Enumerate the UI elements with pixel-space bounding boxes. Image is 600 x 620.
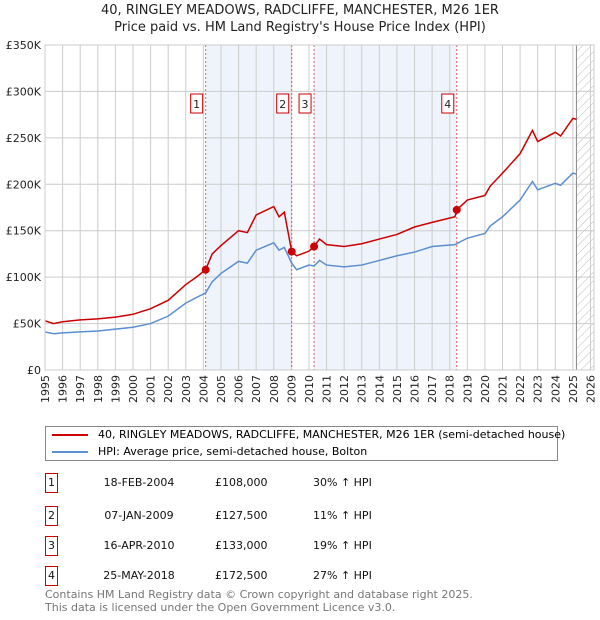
x-tick-label: 2016 [409, 375, 422, 403]
y-tick-label: £200K [6, 178, 42, 191]
sale-label-text: 3 [302, 98, 309, 111]
x-tick-label: 2000 [127, 375, 140, 403]
sale-date: 16-APR-2010 [103, 539, 175, 552]
sale-label-4: 4 [441, 93, 455, 114]
legend: 40, RINGLEY MEADOWS, RADCLIFFE, MANCHEST… [45, 426, 565, 461]
footer-copyright: Contains HM Land Registry data © Crown c… [45, 588, 473, 601]
x-tick-label: 2021 [497, 375, 510, 403]
legend-item-hpi: HPI: Average price, semi-detached house,… [52, 444, 367, 460]
y-tick-label: £50K [13, 318, 42, 331]
sale-number-badge: 4 [45, 566, 58, 586]
sale-hpi-change: 19% ↑ HPI [313, 539, 372, 552]
x-tick-label: 2008 [268, 375, 281, 403]
x-tick-label: 2012 [338, 375, 351, 403]
x-tick-label: 2001 [145, 375, 158, 403]
price-chart: 1995 1996 1997 1998 1999 2000 2001 2002 2003 2004… [6, 39, 598, 403]
x-tick-label: 2006 [233, 375, 246, 403]
sale-point [201, 265, 210, 274]
sale-label-box [298, 93, 312, 114]
sale-label-3: 3 [298, 93, 312, 114]
x-tick-label: 1995 [39, 375, 52, 403]
x-tick-label: 2002 [162, 375, 175, 403]
sale-date: 18-FEB-2004 [103, 476, 175, 489]
sale-label-text: 4 [444, 98, 451, 111]
y-tick-label: £300K [6, 85, 42, 98]
legend-swatch-property [52, 434, 88, 436]
y-tick-label: £100K [6, 271, 42, 284]
x-tick-label: 2011 [321, 375, 334, 403]
legend-label-property: 40, RINGLEY MEADOWS, RADCLIFFE, MANCHEST… [98, 428, 566, 441]
sale-point [310, 242, 319, 251]
sale-point [287, 247, 296, 256]
sale-label-text: 2 [279, 98, 286, 111]
y-tick-label: £0 [27, 364, 41, 377]
sale-hpi-change: 27% ↑ HPI [313, 569, 372, 582]
sale-date: 07-JAN-2009 [104, 509, 174, 522]
sale-label-2: 2 [276, 93, 290, 114]
x-tick-label: 1998 [92, 375, 105, 403]
x-tick-label: 2013 [356, 375, 369, 403]
sale-label-box [276, 93, 290, 114]
x-tick-label: 2019 [461, 375, 474, 403]
sale-number-badge: 2 [45, 506, 58, 526]
x-tick-label: 2004 [197, 375, 210, 403]
sale-label-box [441, 93, 455, 114]
x-tick-label: 2005 [215, 375, 228, 403]
sale-price: £133,000 [215, 539, 268, 552]
x-tick-label: 2010 [303, 375, 316, 403]
y-tick-label: £250K [6, 132, 42, 145]
hpi-line [44, 172, 577, 335]
sale-price: £108,000 [215, 476, 268, 489]
sale-row: 1 18-FEB-2004 £108,000 30% ↑ HPI [45, 473, 545, 493]
x-tick-label: 2015 [391, 375, 404, 403]
sale-price: £172,500 [215, 569, 268, 582]
sale-row: 3 16-APR-2010 £133,000 19% ↑ HPI [45, 536, 545, 556]
legend-label-hpi: HPI: Average price, semi-detached house,… [98, 445, 368, 458]
chart-title: 40, RINGLEY MEADOWS, RADCLIFFE, MANCHEST… [101, 3, 499, 18]
sale-label-text: 1 [193, 98, 200, 111]
legend-item-property: 40, RINGLEY MEADOWS, RADCLIFFE, MANCHEST… [52, 427, 565, 443]
sale-point [452, 205, 461, 214]
sale-number-badge: 3 [45, 536, 58, 556]
x-tick-label: 2009 [285, 375, 298, 403]
plot-border [44, 44, 595, 371]
legend-swatch-hpi [52, 451, 88, 453]
chart-subtitle: Price paid vs. HM Land Registry's House … [114, 20, 486, 35]
sale-label-box [190, 93, 204, 114]
sale-hpi-change: 30% ↑ HPI [313, 476, 372, 489]
property-price-line [44, 117, 577, 325]
sale-price: £127,500 [215, 509, 268, 522]
footer-licence: This data is licensed under the Open Gov… [45, 601, 396, 614]
sale-number-badge: 1 [45, 473, 58, 493]
x-tick-label: 2007 [250, 375, 263, 403]
x-tick-label: 2022 [514, 375, 527, 403]
x-tick-label: 2024 [549, 375, 562, 403]
x-tick-label: 1996 [57, 375, 70, 403]
x-tick-label: 2023 [532, 375, 545, 403]
sale-row: 2 07-JAN-2009 £127,500 11% ↑ HPI [45, 506, 545, 526]
shaded-period [314, 45, 457, 370]
forecast-hatch [576, 45, 594, 370]
sale-row: 4 25-MAY-2018 £172,500 27% ↑ HPI [45, 566, 545, 586]
x-tick-label: 2018 [444, 375, 457, 403]
x-tick-label: 2017 [426, 375, 439, 403]
sale-hpi-change: 11% ↑ HPI [313, 509, 372, 522]
x-tick-label: 2014 [373, 375, 386, 403]
y-tick-label: £350K [6, 39, 42, 52]
x-tick-label: 1997 [74, 375, 87, 403]
x-tick-label: 1999 [109, 375, 122, 403]
sale-date: 25-MAY-2018 [103, 569, 175, 582]
sale-label-1: 1 [190, 93, 204, 114]
x-tick-label: 2026 [585, 375, 598, 403]
x-tick-label: 2003 [180, 375, 193, 403]
x-tick-label: 2025 [567, 375, 580, 403]
y-tick-label: £150K [6, 225, 42, 238]
x-tick-label: 2020 [479, 375, 492, 403]
